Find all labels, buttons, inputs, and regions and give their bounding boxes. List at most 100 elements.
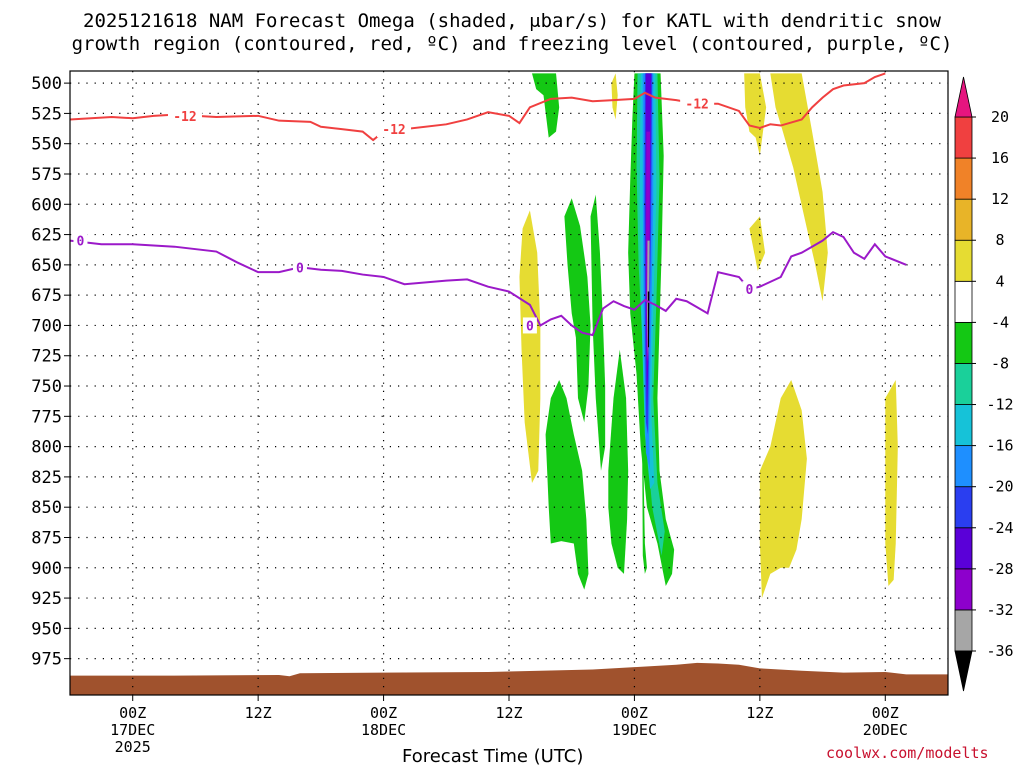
colorbar-label: -4 xyxy=(991,313,1009,331)
y-tick-label: 775 xyxy=(31,407,62,427)
purple-contour-line xyxy=(69,230,907,337)
y-tick-label: 650 xyxy=(31,256,62,276)
purple-contour-label-bg xyxy=(292,259,307,276)
x-tick-label: 12Z xyxy=(495,704,522,722)
colorbar-min-arrow xyxy=(954,650,973,692)
purple-contour-label-bg xyxy=(522,317,537,334)
y-tick-label: 850 xyxy=(31,498,62,518)
omega-region-2 xyxy=(744,73,767,156)
colorbar-label: -36 xyxy=(986,642,1013,660)
omega-shading xyxy=(519,73,898,599)
colorbar-label: 16 xyxy=(991,149,1009,167)
colorbar-segment xyxy=(954,363,973,405)
credit-link[interactable]: coolwx.com/modelts xyxy=(826,744,989,762)
red-contour-label: -12 xyxy=(685,98,708,113)
y-tick-label: 600 xyxy=(31,195,62,215)
x-tick-label: 12Z xyxy=(245,704,272,722)
colorbar: -36 -32 -28 -24 -20 -16 -12 -8 -4 4 8 12 16 20 xyxy=(954,76,1014,692)
y-tick-label: 700 xyxy=(31,316,62,336)
y-tick-label: 575 xyxy=(31,165,62,185)
omega-region-11 xyxy=(608,349,629,574)
x-tick-label: 19DEC xyxy=(612,721,657,739)
colorbar-label: -20 xyxy=(986,478,1013,496)
colorbar-label: 4 xyxy=(995,272,1004,290)
y-tick-label: 500 xyxy=(31,74,62,94)
y-tick-label: 975 xyxy=(31,650,62,670)
purple-contour-label: 0 xyxy=(296,261,304,276)
y-tick-label: 725 xyxy=(31,347,62,367)
colorbar-segment xyxy=(954,568,973,611)
colorbar-segment xyxy=(954,280,973,323)
colorbar-segment xyxy=(954,404,973,447)
colorbar-label: 12 xyxy=(991,190,1009,208)
colorbar-max-arrow xyxy=(954,76,973,118)
colorbar-segment xyxy=(954,445,973,488)
omega-region-9 xyxy=(564,198,591,423)
x-tick-label: 18DEC xyxy=(361,721,406,739)
red-contour-label-bg xyxy=(167,107,202,124)
colorbar-label: -32 xyxy=(986,601,1013,619)
x-tick-label: 17DEC xyxy=(110,721,155,739)
y-tick-label: 950 xyxy=(31,619,62,639)
y-tick-label: 550 xyxy=(31,135,62,155)
y-tick-label: 525 xyxy=(31,104,62,124)
red-contour-label-bg xyxy=(680,95,715,112)
colorbar-label: 20 xyxy=(991,108,1009,126)
x-tick-label: 12Z xyxy=(746,704,773,722)
omega-region-1 xyxy=(611,73,618,120)
colorbar-segment xyxy=(954,239,973,282)
omega-region-6 xyxy=(885,379,898,586)
y-tick-label: 625 xyxy=(31,226,62,246)
colorbar-segment xyxy=(954,321,973,364)
colorbar-label: -28 xyxy=(986,560,1013,578)
omega-region-20 xyxy=(647,291,650,348)
y-tick-label: 675 xyxy=(31,286,62,306)
colorbar-label: -16 xyxy=(986,437,1013,455)
gridlines xyxy=(70,71,948,695)
y-tick-label: 875 xyxy=(31,528,62,548)
colorbar-label: 8 xyxy=(995,231,1004,249)
omega-region-21 xyxy=(641,373,647,574)
contours: -12 -12 -12 0 0 0 0 xyxy=(69,72,907,337)
y-tick-label: 900 xyxy=(31,559,62,579)
colorbar-segment xyxy=(954,486,973,529)
x-tick-label: 00Z xyxy=(119,704,146,722)
colorbar-segment xyxy=(954,157,973,200)
omega-region-7 xyxy=(531,73,560,138)
omega-region-4 xyxy=(749,216,766,271)
purple-contour-label: 0 xyxy=(526,319,534,334)
red-contour-label: -12 xyxy=(382,123,405,138)
chart-title-line2: growth region (contoured, red, ºC) and f… xyxy=(71,33,953,55)
purple-contour-label-bg xyxy=(742,281,757,298)
y-tick-label: 925 xyxy=(31,589,62,609)
x-tick-label: 00Z xyxy=(872,704,899,722)
x-tick-label: 2025 xyxy=(115,738,151,756)
colorbar-segment xyxy=(954,527,973,570)
purple-contour-label-bg xyxy=(73,232,88,249)
colorbar-label: -8 xyxy=(991,354,1009,372)
red-contour-label: -12 xyxy=(173,110,196,125)
chart-title-line1: 2025121618 NAM Forecast Omega (shaded, μ… xyxy=(83,10,941,32)
x-tick-label: 00Z xyxy=(370,704,397,722)
colorbar-label: -24 xyxy=(986,519,1013,537)
x-tick-label: 20DEC xyxy=(863,721,908,739)
y-tick-label: 825 xyxy=(31,468,62,488)
colorbar-label: -12 xyxy=(986,396,1013,414)
y-tick-label: 800 xyxy=(31,438,62,458)
omega-region-3 xyxy=(770,73,828,302)
purple-contour-label: 0 xyxy=(77,235,85,250)
colorbar-segment xyxy=(954,116,973,159)
omega-region-0 xyxy=(519,210,541,483)
colorbar-segment xyxy=(954,198,973,241)
x-tick-label: 00Z xyxy=(621,704,648,722)
purple-contour-label: 0 xyxy=(745,283,753,298)
red-contour-label-bg xyxy=(377,121,412,138)
red-contour-line xyxy=(69,72,886,142)
y-axis: 500 525 550 575 600 625 650 675 700 725 750 775 800 8… xyxy=(31,74,70,670)
omega-region-10 xyxy=(590,194,606,471)
omega-region-8 xyxy=(545,379,589,590)
y-tick-label: 750 xyxy=(31,377,62,397)
colorbar-segment xyxy=(954,609,973,652)
